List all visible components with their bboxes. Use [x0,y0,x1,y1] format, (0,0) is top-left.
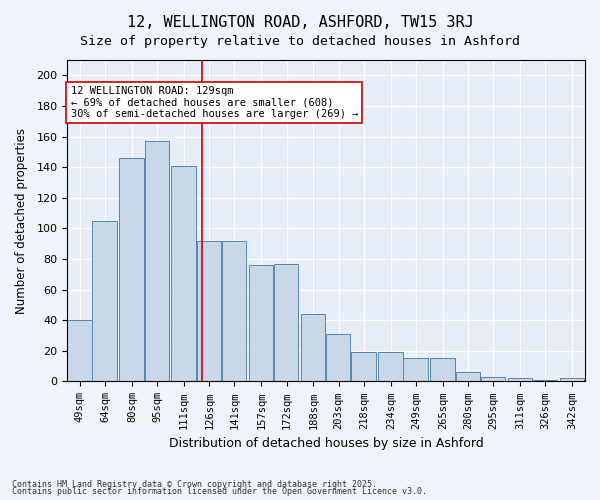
Bar [326,334,350,382]
Bar [455,372,480,382]
Text: Contains public sector information licensed under the Open Government Licence v3: Contains public sector information licen… [12,487,427,496]
Bar [481,377,505,382]
X-axis label: Distribution of detached houses by size in Ashford: Distribution of detached houses by size … [169,437,484,450]
Bar [67,320,92,382]
Bar [533,380,557,382]
Bar [403,358,428,382]
Bar [301,314,325,382]
Text: Size of property relative to detached houses in Ashford: Size of property relative to detached ho… [80,35,520,48]
Bar [197,240,221,382]
Text: 12, WELLINGTON ROAD, ASHFORD, TW15 3RJ: 12, WELLINGTON ROAD, ASHFORD, TW15 3RJ [127,15,473,30]
Bar [378,352,403,382]
Bar [560,378,584,382]
Bar [352,352,376,382]
Bar [249,265,273,382]
Bar [508,378,532,382]
Y-axis label: Number of detached properties: Number of detached properties [15,128,28,314]
Bar [172,166,196,382]
Bar [92,220,117,382]
Bar [145,141,169,382]
Text: 12 WELLINGTON ROAD: 129sqm
← 69% of detached houses are smaller (608)
30% of sem: 12 WELLINGTON ROAD: 129sqm ← 69% of deta… [71,86,358,119]
Bar [119,158,143,382]
Bar [222,240,246,382]
Text: Contains HM Land Registry data © Crown copyright and database right 2025.: Contains HM Land Registry data © Crown c… [12,480,377,489]
Bar [430,358,455,382]
Bar [274,264,298,382]
